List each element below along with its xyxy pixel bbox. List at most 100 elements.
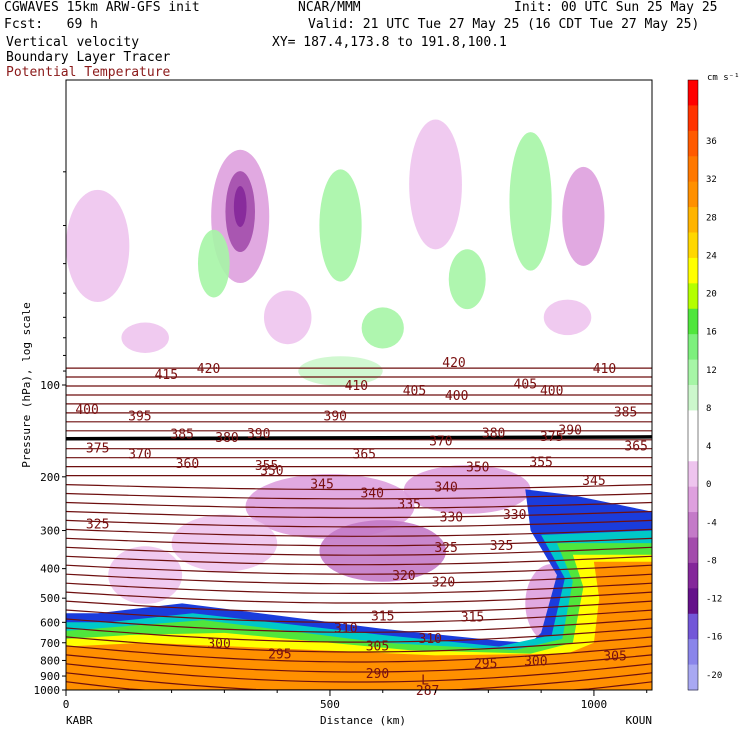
colorbar-label: 28 — [706, 213, 717, 223]
colorbar-label: 16 — [706, 328, 717, 338]
theta-label: 340 — [434, 480, 457, 495]
colorbar-swatch — [688, 156, 698, 183]
y-tick-label: 500 — [40, 592, 60, 605]
org-label: NCAR/MMM — [298, 0, 361, 15]
theta-label: 315 — [461, 611, 484, 626]
theta-label: 400 — [445, 389, 468, 404]
y-tick-label: 900 — [40, 670, 60, 683]
theta-contour-line — [66, 537, 652, 547]
theta-label: 305 — [366, 640, 389, 655]
theta-label: 320 — [432, 575, 455, 590]
colorbar-label: -16 — [706, 633, 722, 643]
theta-label: 330 — [440, 511, 463, 526]
colorbar-frame — [687, 79, 699, 691]
theta-label: 295 — [268, 648, 291, 663]
theta-label: 345 — [310, 477, 333, 492]
rising-region — [298, 356, 383, 386]
theta-label: 365 — [353, 448, 376, 463]
theta-label-small: 390 — [558, 423, 581, 438]
sinking-region — [319, 520, 447, 582]
rising-region — [319, 169, 362, 282]
theta-label: 320 — [392, 569, 415, 584]
colorbar-swatch — [688, 435, 698, 462]
x-axis-label: Distance (km) — [320, 714, 406, 727]
colorbar-swatch — [688, 257, 698, 284]
rising-region — [509, 132, 552, 271]
theta-contour-line — [66, 510, 652, 519]
valid-time: Valid: 21 UTC Tue 27 May 25 (16 CDT Tue … — [308, 17, 700, 32]
theta-contour-line — [66, 663, 652, 683]
theta-label: 400 — [75, 403, 98, 418]
theta-label: 355 — [529, 455, 552, 470]
colorbar-swatch — [688, 130, 698, 157]
field-boundary-layer-tracer: Boundary Layer Tracer — [6, 50, 171, 65]
theta-contour-line — [66, 555, 652, 566]
sinking-max — [233, 186, 247, 228]
fill-group — [66, 119, 652, 690]
colorbar-label: 0 — [706, 480, 711, 490]
theta-label: 375 — [540, 430, 563, 445]
theta-label: 345 — [582, 474, 605, 489]
x-tick-label: 500 — [320, 698, 340, 711]
theta-label: 375 — [86, 441, 109, 456]
theta-label: 360 — [176, 457, 199, 472]
theta-label: 420 — [442, 356, 465, 371]
theta-label: 325 — [86, 518, 109, 533]
theta-contour-line — [66, 528, 652, 537]
sinking-region — [121, 322, 169, 353]
theta-label-small: 390 — [247, 427, 270, 442]
colorbar-swatch — [688, 283, 698, 310]
theta-contour-line — [66, 654, 652, 673]
theta-contours — [65, 367, 653, 690]
low-marker: L — [421, 674, 429, 689]
theta-contour-line — [66, 672, 652, 690]
theta-contour-line — [66, 609, 652, 624]
theta-label: 340 — [360, 486, 383, 501]
sinking-region — [562, 166, 605, 266]
colorbar-swatch — [688, 588, 698, 615]
theta-label: 290 — [366, 667, 389, 682]
colorbar-label: 20 — [706, 290, 717, 300]
theta-contour-line — [66, 591, 652, 604]
tropopause-line — [65, 435, 653, 441]
theta-label: 310 — [334, 622, 357, 637]
y-tick-label: 400 — [40, 563, 60, 576]
colorbar-label: 24 — [706, 251, 717, 261]
theta-label: 420 — [197, 362, 220, 377]
theta-contour-line — [66, 573, 652, 585]
sinking-region — [263, 290, 312, 345]
theta-label: 330 — [503, 508, 526, 523]
theta-label: 325 — [434, 541, 457, 556]
colorbar-swatch — [688, 207, 698, 233]
theta-label: 350 — [260, 464, 283, 479]
theta-label: 300 — [524, 654, 547, 669]
theta-contour-line — [66, 564, 652, 575]
x-axis: 0 500 1000 — [63, 690, 648, 711]
y-axis-label: Pressure (hPa), log scale — [20, 302, 33, 468]
y-tick-label: 100 — [40, 379, 60, 392]
theta-label: 315 — [371, 610, 394, 625]
colorbar-label: 4 — [706, 442, 711, 452]
colorbar-swatch — [688, 181, 698, 208]
colorbar-swatch — [688, 232, 698, 259]
theta-contour-line — [66, 645, 652, 663]
theta-contour-line — [66, 492, 652, 500]
y-tick-label: 800 — [40, 654, 60, 667]
y-tick-label: 200 — [40, 471, 60, 484]
y-tick-label: 700 — [40, 637, 60, 650]
colorbar-swatch — [688, 537, 698, 564]
theta-label: 400 — [540, 384, 563, 399]
colorbar-label: 36 — [706, 137, 717, 147]
theta-label: 380 — [215, 431, 238, 446]
y-tick-label: 600 — [40, 616, 60, 629]
theta-label: 385 — [170, 427, 193, 442]
colorbar-swatch — [688, 410, 698, 437]
x-tick-label: 1000 — [581, 698, 608, 711]
rising-region — [361, 307, 404, 349]
theta-label: 395 — [128, 410, 151, 425]
theta-label: 370 — [128, 448, 151, 463]
colorbar-label: -12 — [706, 595, 722, 605]
theta-contour-line — [66, 627, 652, 643]
theta-label: 350 — [466, 460, 489, 475]
